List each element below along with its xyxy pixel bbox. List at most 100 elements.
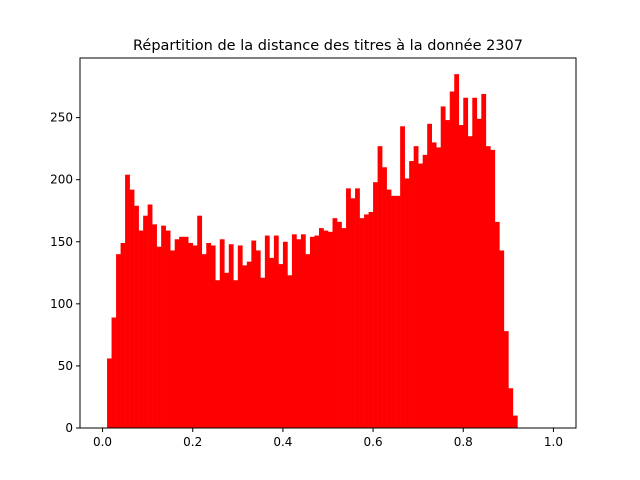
x-tick-label: 0.0	[93, 435, 112, 449]
histogram-bar	[251, 240, 257, 428]
histogram-bar	[454, 74, 460, 429]
histogram-bar	[206, 243, 212, 428]
histogram-bar	[134, 205, 139, 428]
histogram-bar	[246, 261, 252, 428]
histogram-bar	[138, 230, 144, 428]
y-axis: 0 50 100 150 200 250	[50, 111, 80, 435]
chart-title: Répartition de la distance des titres à …	[133, 38, 523, 54]
histogram-bar	[309, 236, 315, 428]
histogram-bar	[264, 235, 270, 428]
histogram-bar	[512, 415, 518, 428]
histogram-bar	[359, 218, 365, 428]
histogram-bar	[337, 221, 342, 428]
histogram-bar	[404, 178, 410, 428]
histogram-bar	[129, 189, 135, 428]
x-axis: 0.0 0.2 0.4 0.6 0.8 1.0	[93, 428, 563, 449]
histogram-bar	[485, 146, 491, 428]
histogram-bar	[120, 243, 126, 428]
histogram-bar	[458, 125, 464, 428]
histogram-bar	[143, 215, 148, 428]
histogram-bar	[305, 254, 311, 428]
histogram-bar	[341, 228, 347, 428]
histogram-bar	[449, 91, 455, 428]
histogram-bar	[427, 123, 433, 429]
histogram-bar	[431, 142, 437, 428]
x-tick-label: 1.0	[544, 435, 563, 449]
histogram-bar	[224, 272, 230, 428]
histogram-bar	[197, 215, 203, 428]
histogram-bar	[355, 188, 360, 428]
histogram-bar	[499, 250, 505, 428]
x-tick-label: 0.4	[273, 435, 292, 449]
histogram-bar	[490, 149, 496, 428]
bars-group	[107, 74, 518, 429]
histogram-bar	[147, 204, 153, 428]
histogram-bar	[318, 228, 324, 428]
histogram-bar	[463, 97, 469, 429]
histogram-bar	[377, 146, 383, 428]
histogram-bar	[287, 275, 293, 428]
histogram-bar	[201, 254, 207, 428]
histogram-bar	[107, 358, 112, 428]
histogram-bar	[332, 218, 338, 428]
histogram-bar	[391, 195, 396, 428]
histogram-bar	[422, 154, 428, 428]
histogram-bar	[323, 230, 329, 428]
x-tick-label: 0.8	[454, 435, 473, 449]
histogram-bar	[476, 118, 482, 428]
histogram-bar	[440, 106, 446, 428]
histogram-bar	[413, 146, 419, 428]
histogram-bar	[282, 241, 288, 428]
histogram-bar	[269, 257, 275, 428]
histogram-bar	[188, 243, 194, 428]
histogram-bar	[364, 214, 369, 428]
histogram-bar	[481, 94, 487, 428]
histogram-bar	[161, 225, 166, 428]
histogram-bar	[409, 161, 414, 428]
histogram-bar	[170, 250, 175, 428]
histogram-bar	[346, 188, 351, 428]
histogram-bar	[242, 265, 248, 428]
axes-frame	[79, 57, 577, 429]
histogram-bar	[400, 126, 405, 429]
histogram-bar	[395, 195, 401, 428]
histogram-bar	[210, 245, 216, 428]
histogram-bar	[237, 245, 243, 428]
histogram-bar	[300, 234, 306, 428]
y-tick-label: 150	[50, 235, 73, 249]
histogram-bar	[219, 239, 225, 428]
y-tick-label: 200	[50, 173, 73, 187]
x-tick-label: 0.2	[183, 435, 202, 449]
histogram-bar	[494, 221, 500, 428]
histogram-bar	[467, 136, 473, 428]
histogram-bar	[291, 234, 297, 428]
histogram-bar	[296, 239, 302, 428]
y-tick-label: 100	[50, 297, 73, 311]
histogram-bar	[116, 254, 121, 428]
histogram-bar	[373, 182, 378, 428]
histogram-bar	[156, 246, 162, 428]
histogram-bar	[215, 280, 221, 428]
histogram-bar	[472, 97, 478, 429]
x-tick-label: 0.6	[364, 435, 383, 449]
y-tick-label: 0	[65, 421, 73, 435]
histogram-bar	[368, 211, 374, 428]
histogram-bar	[508, 388, 514, 428]
histogram-bar	[350, 198, 356, 428]
histogram-bar	[382, 167, 387, 428]
histogram-bar	[273, 235, 279, 428]
histogram-bar	[255, 250, 261, 428]
histogram-bar	[436, 147, 442, 428]
histogram-bar	[125, 174, 130, 428]
histogram-bar	[418, 163, 423, 428]
histogram-bar	[386, 189, 392, 428]
histogram-bar	[278, 264, 284, 428]
histogram-bar	[183, 236, 189, 428]
histogram-bar	[233, 280, 239, 428]
y-tick-label: 50	[58, 359, 73, 373]
histogram-bar	[152, 224, 157, 428]
histogram-bar	[314, 235, 320, 428]
y-tick-label: 250	[50, 111, 73, 125]
histogram-bar	[503, 331, 509, 428]
